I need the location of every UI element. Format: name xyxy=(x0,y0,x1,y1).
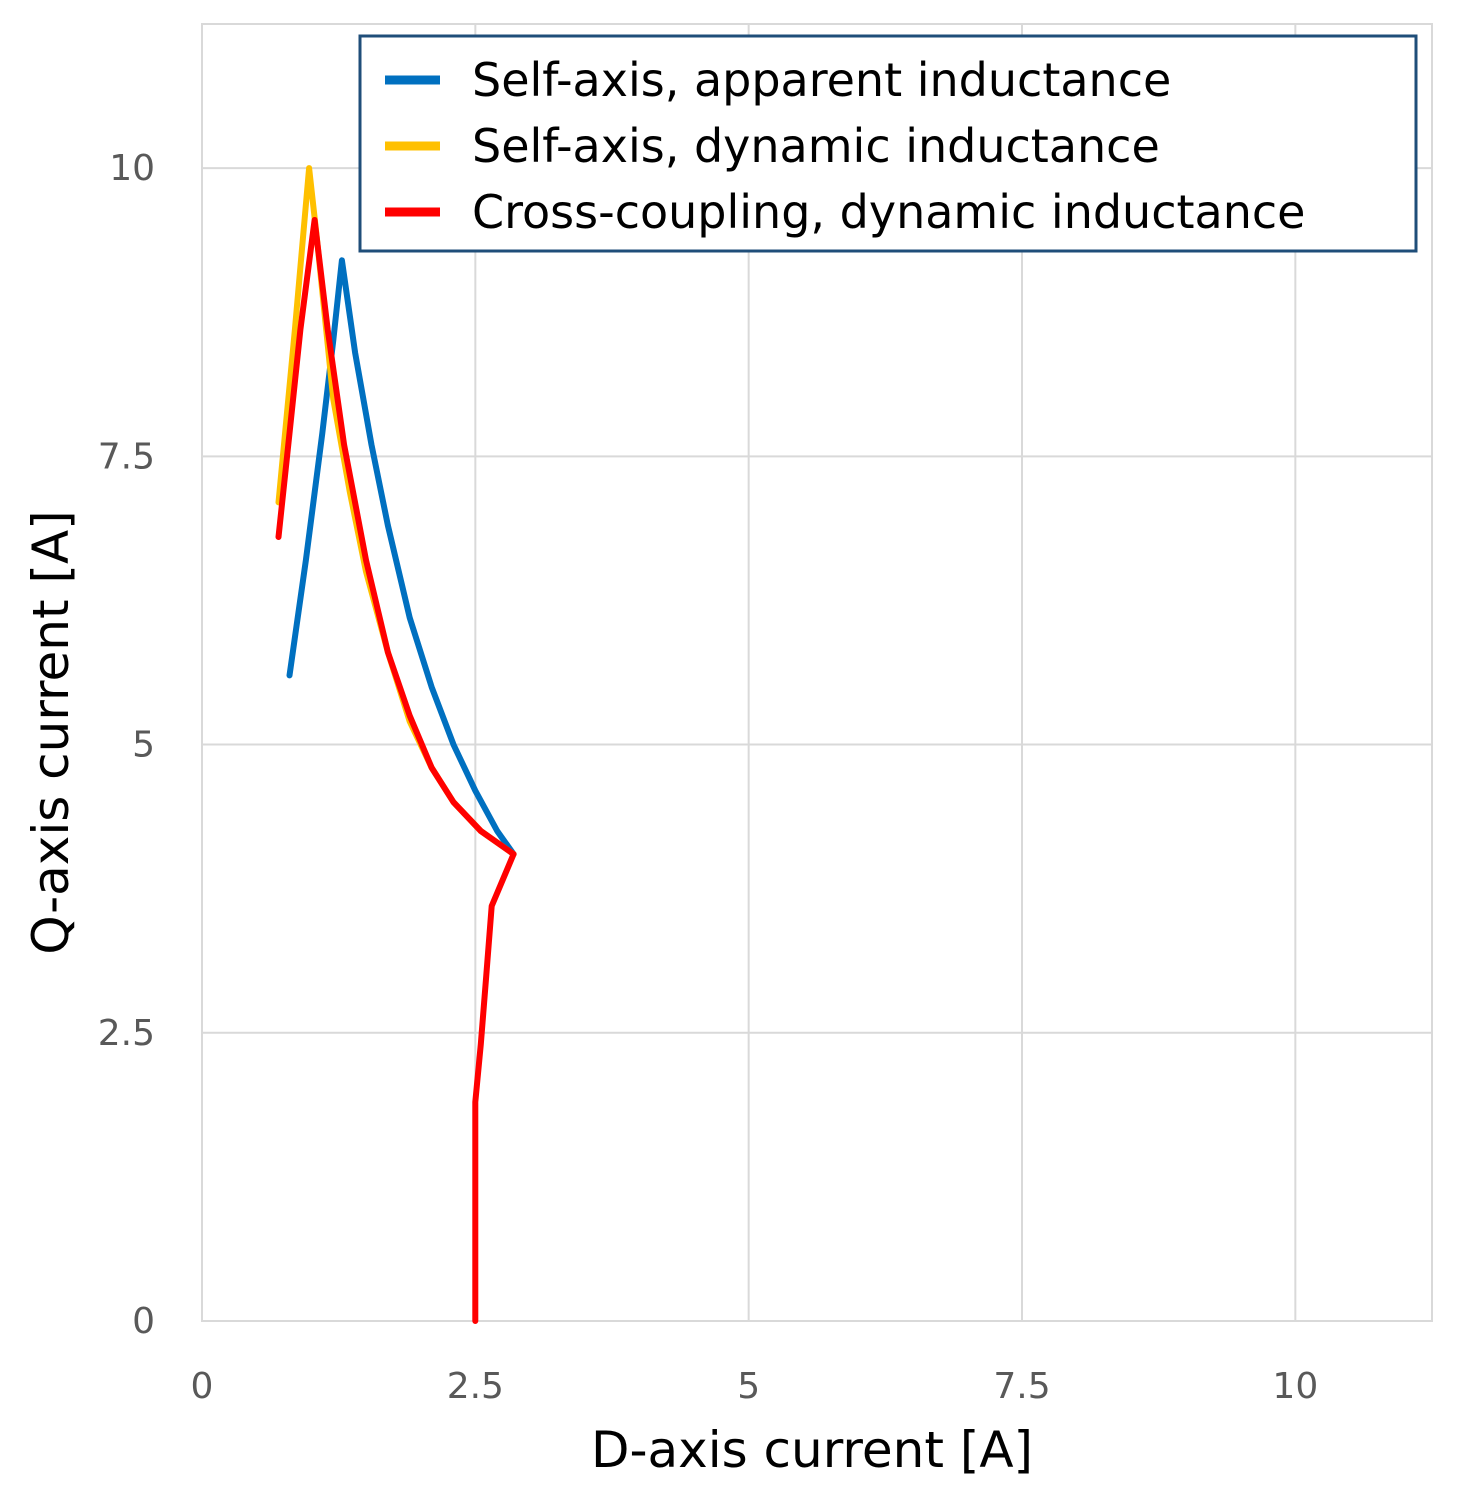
legend-label-1: Self-axis, apparent inductance xyxy=(472,53,1171,107)
series-line-3 xyxy=(275,217,517,1324)
y-axis-title: Q-axis current [A] xyxy=(22,510,80,954)
y-tick-labels: 0 2.5 5 7.5 10 xyxy=(98,148,155,1342)
series-lines xyxy=(275,165,517,1324)
y-tick-label: 7.5 xyxy=(98,436,155,477)
x-tick-labels: 0 2.5 5 7.5 10 xyxy=(191,1366,1319,1407)
x-tick-label: 7.5 xyxy=(993,1366,1050,1407)
y-tick-label: 0 xyxy=(132,1301,155,1342)
series-line-1 xyxy=(286,257,517,858)
y-tick-label: 10 xyxy=(109,148,155,189)
legend-label-2: Self-axis, dynamic inductance xyxy=(472,119,1160,173)
legend-items: Self-axis, apparent inductance Self-axis,… xyxy=(385,53,1305,239)
y-tick-label: 2.5 xyxy=(98,1013,155,1054)
x-tick-label: 0 xyxy=(191,1366,214,1407)
legend-box xyxy=(358,34,1418,253)
legend-label-3: Cross-coupling, dynamic inductance xyxy=(472,185,1305,239)
x-tick-label: 5 xyxy=(737,1366,760,1407)
plot-area-border xyxy=(201,23,1433,1322)
x-axis-title: D-axis current [A] xyxy=(591,1421,1033,1479)
y-tick-label: 5 xyxy=(132,725,155,766)
legend: Self-axis, apparent inductance Self-axis,… xyxy=(358,34,1418,253)
x-tick-label: 2.5 xyxy=(447,1366,504,1407)
x-tick-label: 10 xyxy=(1272,1366,1318,1407)
